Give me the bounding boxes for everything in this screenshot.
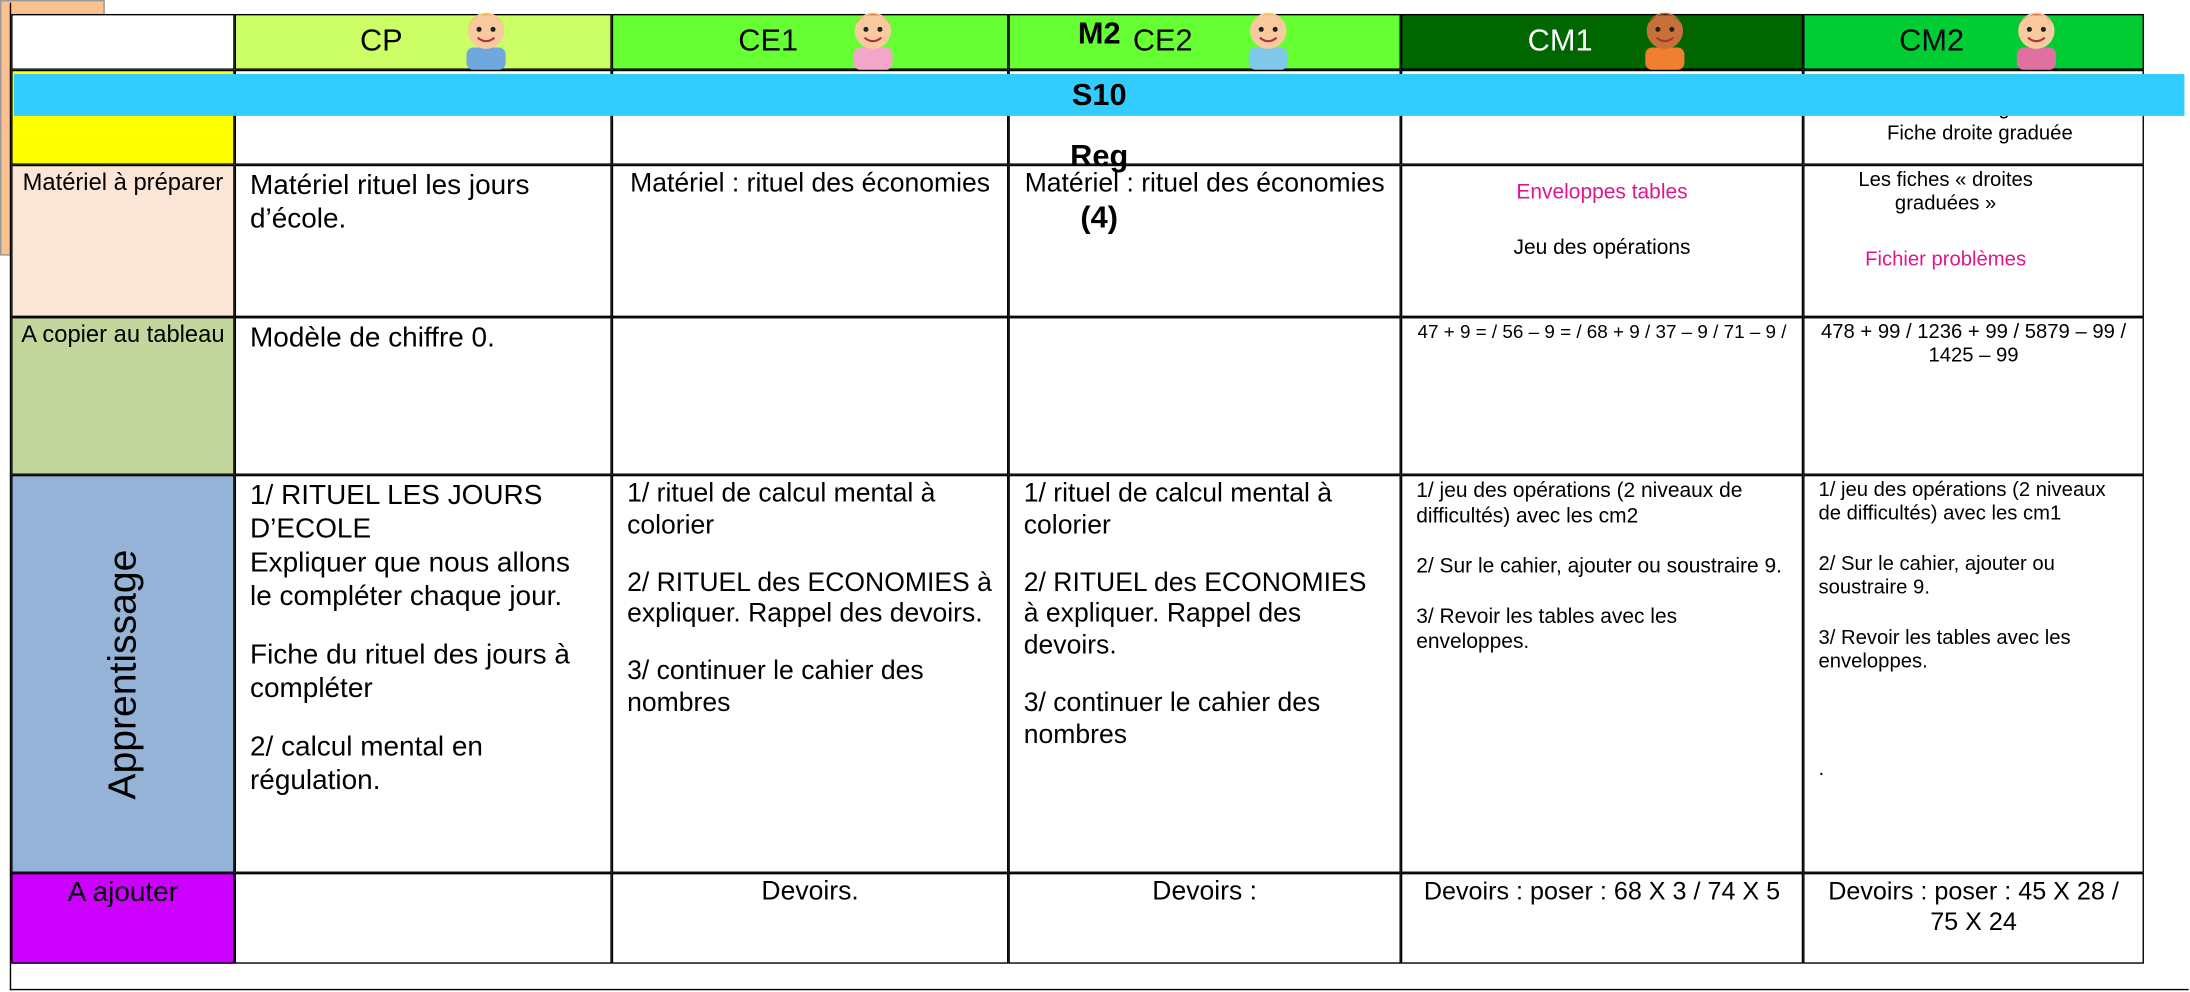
table-cell: Devoirs : poser : 45 X 28 / 75 X 24 [1803,872,2144,964]
cell-text: 1/ RITUEL LES JOURS D’ECOLE Expliquer qu… [250,480,570,612]
cell-text: Devoirs. [761,877,859,907]
cell-text: Devoirs : poser : 45 X 28 / 75 X 24 [1828,877,2119,936]
cell-text: 2/ calcul mental en régulation. [250,731,483,797]
cell-text: 478 + 99 / 1236 + 99 / 5879 – 99 / 1425 … [1820,321,2127,368]
side-label: S10 [13,74,2185,116]
table-cell [611,317,1009,475]
cell-text: 3/ continuer le cahier des nombres [627,656,924,718]
header-corner [11,13,235,70]
table-cell [234,872,612,964]
table-cell: Devoirs : poser : 68 X 3 / 74 X 5 [1400,872,1804,964]
page-frame [9,2,2189,991]
table-cell: Matériel : rituel des économies [1008,164,1401,318]
cell-text: 1/ rituel de calcul mental à colorier [627,479,936,541]
row-label: A copier au tableau [11,317,235,475]
column-header: CE1 [611,13,1009,70]
cell-text: Enveloppes tables [1516,180,1688,204]
cell-text: Jeu des opérations [1513,236,1691,260]
cell-text: Modèle de chiffre 0. [250,322,495,354]
table-cell: Matériel : rituel des économies [611,164,1009,318]
side-label: (4) [1080,199,1118,235]
table-cell: Devoirs. [611,872,1009,964]
column-header: CE2 [1008,13,1401,70]
table-cell: 47 + 9 = / 56 – 9 = / 68 + 9 / 37 – 9 / … [1400,317,1804,475]
cell-text: Matériel : rituel des économies [1024,169,1385,199]
cell-text: 2/ Sur le cahier, ajouter ou soustraire … [1416,554,1782,579]
cell-text: Les fiches « droites graduées » [1858,169,2033,216]
cell-text: 1/ jeu des opérations (2 niveaux de diff… [1818,479,2106,526]
cell-text: 47 + 9 = / 56 – 9 = / 68 + 9 / 37 – 9 / … [1417,321,1787,343]
table-cell: Les fiches « droites graduées » Fichier p… [1803,164,2144,318]
table-cell [1400,69,1804,165]
child-icon [1645,12,1685,70]
cell-text: Fiche du rituel des jours à compléter [250,639,570,704]
table-cell: Matériel rituel les jours d’école. [234,164,612,318]
column-title: CP [359,22,403,58]
column-header: CM1 [1400,13,1804,70]
cell-text: 2/ RITUEL des ECONOMIES à expliquer. Rap… [1023,567,1367,661]
table-cell: 1/ jeu des opérations (2 niveaux de diff… [1400,474,1804,873]
table-cell: Modèle de chiffre 0. [234,317,612,475]
row-label: Matériel à préparer [11,164,235,318]
cell-text: Matériel rituel les jours d’école. [250,170,530,235]
table-cell: Enveloppes tables Jeu des opérations [1400,164,1804,318]
row-label-text: Matériel à préparer [22,169,224,196]
column-title: CE1 [738,22,799,58]
cell-text: . [1818,758,1825,782]
column-title: CE2 [1132,22,1193,58]
row-label-text: A ajouter [67,877,179,908]
row-label: A ajouter [11,872,235,964]
cell-text: 1/ jeu des opérations (2 niveaux de diff… [1416,479,1743,528]
row-label-text: Apprentissage [100,548,144,799]
side-label: Reg [1070,138,1129,174]
table-cell: 1/ rituel de calcul mental à colorier 2/ … [611,474,1009,873]
cell-text: 3/ Revoir les tables avec les enveloppes… [1416,604,1678,654]
cell-text: Fichier problèmes [1865,248,2027,271]
table-cell: 1/ RITUEL LES JOURS D’ECOLE Expliquer qu… [234,474,612,873]
cell-text: Devoirs : [1152,877,1258,907]
column-header: CM2 [1803,13,2144,70]
child-icon [2016,12,2056,70]
cell-text: Matériel : rituel des économies [630,169,991,199]
cell-text: 2/ RITUEL des ECONOMIES à expliquer. Rap… [627,567,992,630]
column-title: CM2 [1899,22,1965,58]
column-title: CM1 [1527,22,1593,58]
child-icon [1247,12,1288,70]
row-label-text: A copier au tableau [21,321,225,348]
side-label: M2 [1077,15,1121,51]
cell-text: 2/ Sur le cahier, ajouter ou soustraire … [1818,552,2055,600]
cell-text: 1/ rituel de calcul mental à colorier [1023,479,1333,541]
cell-text: Fiche droite graduée [1886,122,2073,145]
child-icon [466,12,506,70]
table-cell: Devoirs : [1008,872,1401,964]
cell-text: 3/ continuer le cahier des nombres [1023,688,1321,750]
cell-text: 3/ Revoir les tables avec les enveloppes… [1818,626,2071,674]
cell-text: Devoirs : poser : 68 X 3 / 74 X 5 [1423,877,1781,906]
table-cell [1008,317,1401,475]
row-label: Apprentissage [11,474,235,873]
table-cell: 1/ rituel de calcul mental à colorier 2/ … [1008,474,1401,873]
column-header: CP [234,13,612,70]
child-icon [853,12,893,70]
table-cell: 478 + 99 / 1236 + 99 / 5879 – 99 / 1425 … [1803,317,2144,475]
table-cell: 1/ jeu des opérations (2 niveaux de diff… [1803,474,2144,873]
